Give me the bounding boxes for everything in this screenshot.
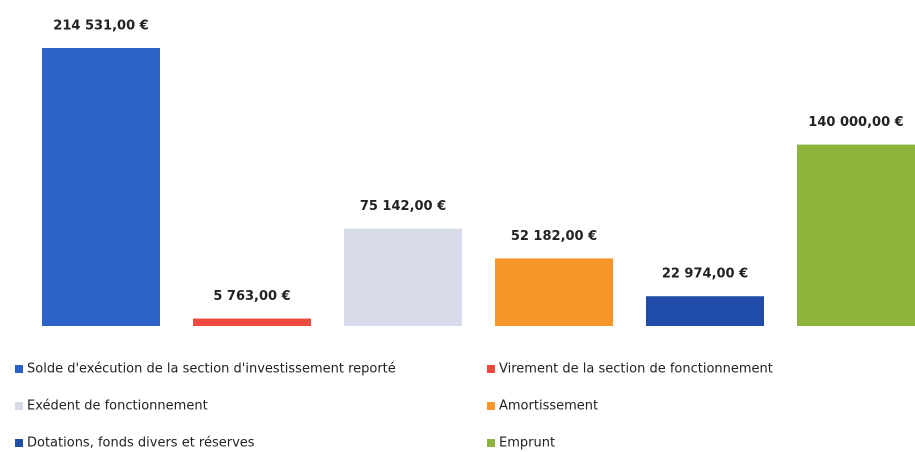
- legend-swatch: [487, 365, 495, 373]
- legend-swatch: [487, 402, 495, 410]
- legend-label: Virement de la section de fonctionnement: [499, 362, 773, 377]
- legend-label: Solde d'exécution de la section d'invest…: [27, 362, 396, 377]
- bar: [193, 318, 311, 326]
- value-label: 75 142,00 €: [360, 199, 446, 214]
- value-label: 52 182,00 €: [511, 229, 597, 244]
- legend-swatch: [15, 402, 23, 410]
- legend-swatch: [487, 439, 495, 447]
- bar: [797, 144, 915, 326]
- value-label: 214 531,00 €: [53, 19, 148, 34]
- legend-swatch: [15, 365, 23, 373]
- bar: [646, 296, 764, 326]
- legend-label: Exédent de fonctionnement: [27, 399, 208, 414]
- bar: [344, 228, 462, 326]
- value-label: 22 974,00 €: [662, 267, 748, 282]
- value-label: 5 763,00 €: [213, 289, 290, 304]
- legend-label: Emprunt: [499, 436, 555, 451]
- legend-swatch: [15, 439, 23, 447]
- bar: [495, 258, 613, 326]
- bar: [42, 48, 160, 326]
- legend-label: Amortissement: [499, 399, 598, 414]
- value-label: 140 000,00 €: [808, 115, 903, 130]
- legend-label: Dotations, fonds divers et réserves: [27, 436, 255, 451]
